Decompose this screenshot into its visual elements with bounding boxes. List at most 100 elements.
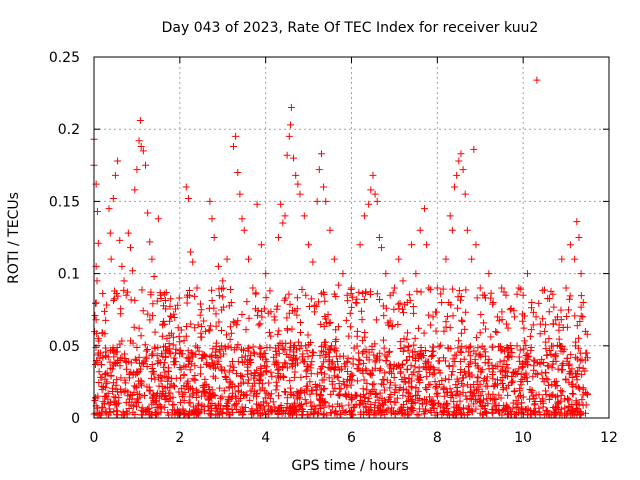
data-point <box>98 382 106 390</box>
data-point <box>498 308 506 316</box>
data-point <box>545 381 553 389</box>
data-point <box>565 295 573 303</box>
data-point <box>465 348 473 356</box>
data-point <box>279 344 287 352</box>
data-point <box>191 406 199 414</box>
data-point <box>477 368 485 376</box>
data-point <box>382 357 390 365</box>
data-point <box>185 287 193 295</box>
data-point <box>255 321 263 329</box>
data-point <box>98 404 106 412</box>
data-point <box>290 404 298 412</box>
data-point <box>255 379 263 387</box>
data-point <box>567 369 575 377</box>
data-point <box>219 284 227 292</box>
data-point <box>205 394 213 402</box>
data-point <box>458 316 466 324</box>
data-point <box>365 356 373 364</box>
data-point <box>334 357 342 365</box>
data-point <box>355 356 363 364</box>
data-point <box>473 334 481 342</box>
data-point <box>218 285 226 293</box>
data-point <box>549 290 557 298</box>
data-point <box>250 374 258 382</box>
data-point <box>186 366 194 374</box>
data-point <box>180 371 188 379</box>
data-point <box>170 314 178 322</box>
data-point <box>195 347 203 355</box>
data-point <box>113 348 121 356</box>
data-point <box>239 358 247 366</box>
data-point <box>371 364 379 372</box>
data-point <box>426 286 434 294</box>
data-point <box>502 401 510 409</box>
data-point <box>536 320 544 328</box>
data-point <box>516 385 524 393</box>
data-point <box>529 321 537 329</box>
data-point <box>519 362 527 370</box>
data-point <box>460 355 468 363</box>
data-point <box>548 391 556 399</box>
data-point <box>583 390 591 398</box>
data-point <box>199 382 207 390</box>
data-point <box>386 347 394 355</box>
data-point <box>226 362 234 370</box>
data-point <box>348 303 356 311</box>
data-point <box>157 408 165 416</box>
data-point <box>181 388 189 396</box>
data-point <box>567 407 575 415</box>
data-point <box>411 334 419 342</box>
data-point <box>250 348 258 356</box>
data-point <box>101 330 109 338</box>
data-point <box>522 405 530 413</box>
data-point <box>206 363 214 371</box>
data-point <box>129 402 137 410</box>
data-point <box>280 296 288 304</box>
data-point <box>335 380 343 388</box>
data-point <box>237 380 245 388</box>
data-point <box>309 258 317 266</box>
data-point <box>322 315 330 323</box>
data-point <box>245 376 253 384</box>
data-point <box>549 360 557 368</box>
data-point <box>325 374 333 382</box>
data-point <box>550 303 558 311</box>
data-point <box>92 299 100 307</box>
data-point <box>552 377 560 385</box>
data-point <box>298 411 306 419</box>
data-point <box>162 288 170 296</box>
data-point <box>342 392 350 400</box>
data-point <box>395 255 403 263</box>
data-point <box>103 369 111 377</box>
data-point <box>306 390 314 398</box>
data-point <box>447 393 455 401</box>
data-point <box>154 215 162 223</box>
data-point <box>167 312 175 320</box>
data-point <box>573 355 581 363</box>
data-point <box>321 297 329 305</box>
data-point <box>257 401 265 409</box>
data-point <box>243 363 251 371</box>
data-point <box>444 344 452 352</box>
data-point <box>304 382 312 390</box>
data-point <box>497 394 505 402</box>
data-point <box>456 406 464 414</box>
data-point <box>281 212 289 220</box>
data-point <box>517 392 525 400</box>
data-point <box>485 355 493 363</box>
data-point <box>184 377 192 385</box>
data-point <box>422 384 430 392</box>
data-point <box>461 367 469 375</box>
data-point <box>253 311 261 319</box>
data-point <box>485 270 493 278</box>
data-point <box>549 320 557 328</box>
data-point <box>353 295 361 303</box>
x-tick-label: 4 <box>261 430 270 446</box>
data-point <box>512 368 520 376</box>
data-point <box>535 404 543 412</box>
data-point <box>208 215 216 223</box>
data-point <box>201 375 209 383</box>
data-point <box>138 381 146 389</box>
data-point <box>358 316 366 324</box>
data-point <box>429 351 437 359</box>
